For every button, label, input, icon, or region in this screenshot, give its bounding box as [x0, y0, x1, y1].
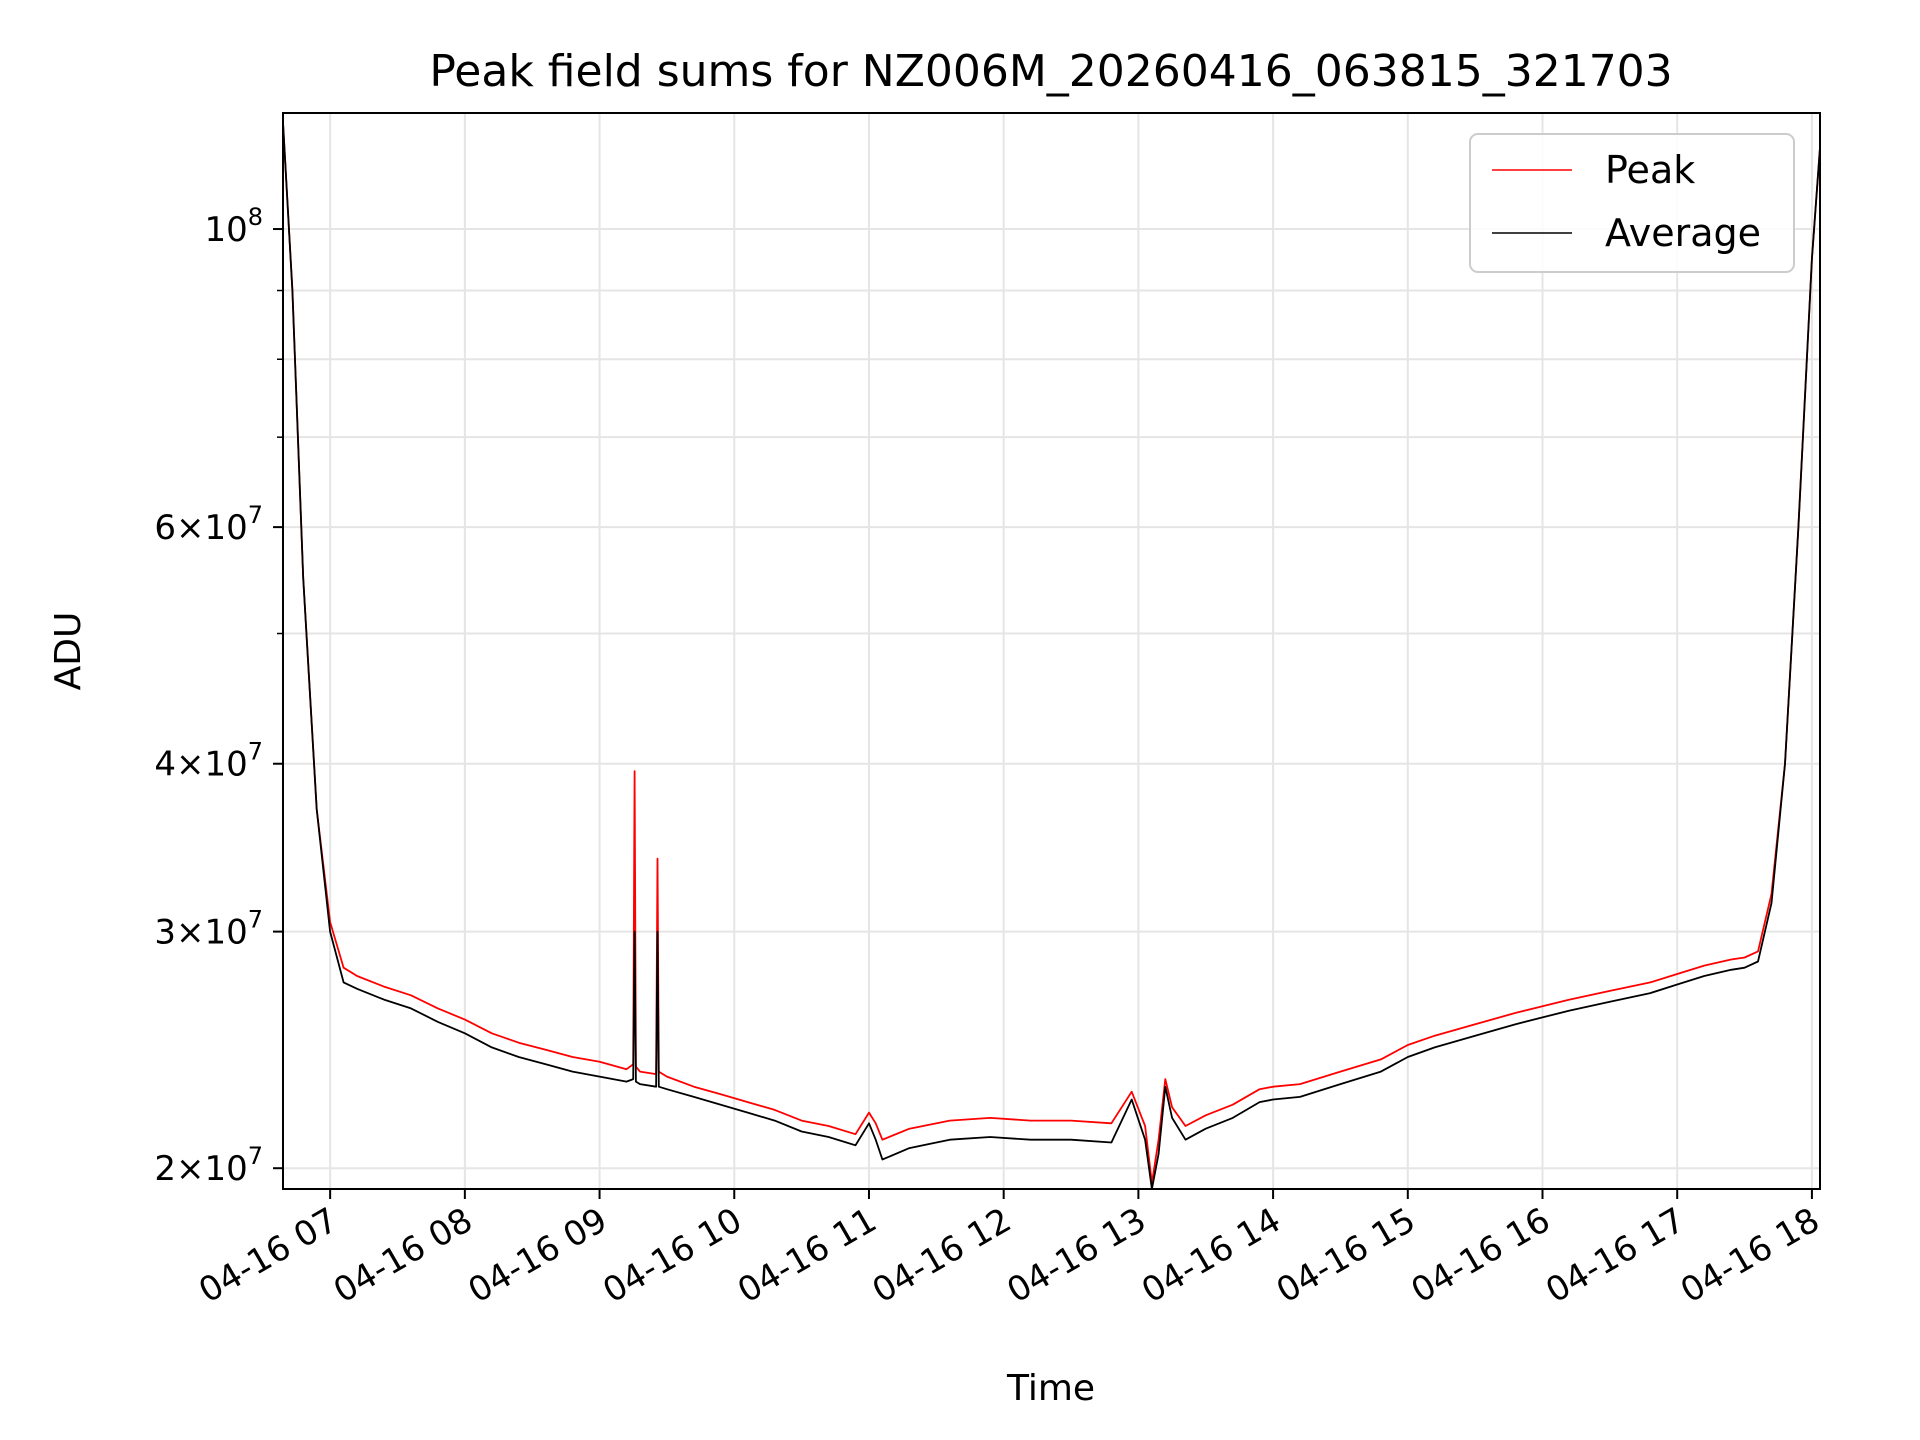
- y-tick-label: 2×107: [154, 1142, 263, 1189]
- series-line-average: [282, 122, 1821, 1190]
- y-tick-label: 3×107: [154, 906, 263, 953]
- legend-label-peak: Peak: [1605, 148, 1695, 192]
- x-axis-label: Time: [1006, 1368, 1095, 1409]
- series-line-peak: [282, 122, 1821, 1184]
- y-tick-label: 108: [204, 203, 263, 250]
- series-lines: [282, 122, 1821, 1190]
- chart-title: Peak field sums for NZ006M_20260416_0638…: [429, 46, 1672, 97]
- y-axis-label: ADU: [48, 612, 89, 691]
- legend: Peak Average: [1469, 133, 1795, 273]
- grid-lines: [283, 113, 1820, 1189]
- legend-label-average: Average: [1605, 211, 1761, 255]
- legend-box: [1469, 133, 1795, 273]
- y-tick-label: 6×107: [154, 501, 263, 548]
- y-tick-label: 4×107: [154, 738, 263, 785]
- plot-frame: [282, 112, 1821, 1190]
